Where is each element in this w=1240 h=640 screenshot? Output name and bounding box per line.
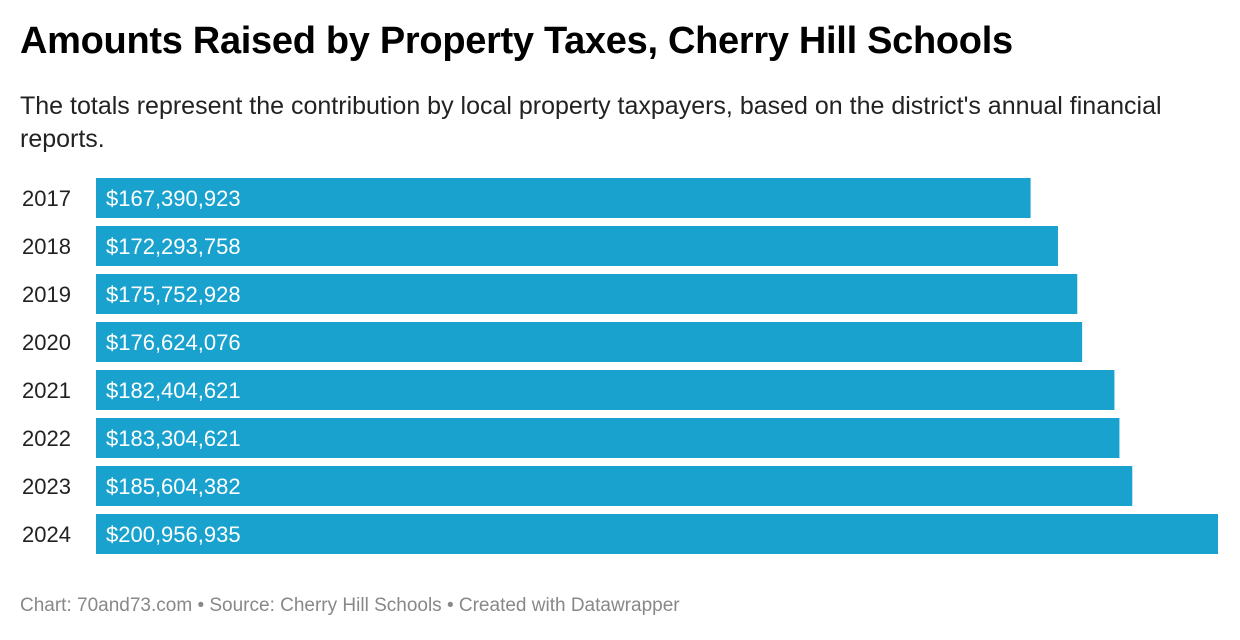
category-label: 2018 (22, 234, 71, 259)
bar-2023 (96, 466, 1133, 506)
value-label: $175,752,928 (106, 282, 241, 307)
value-label: $182,404,621 (106, 378, 241, 403)
category-label: 2020 (22, 330, 71, 355)
category-label: 2022 (22, 426, 71, 451)
category-label: 2019 (22, 282, 71, 307)
bar-2020 (96, 322, 1083, 362)
chart-footer: Chart: 70and73.com • Source: Cherry Hill… (20, 595, 680, 616)
category-label: 2024 (22, 522, 71, 547)
bar-chart: 2017 $167,390,923 2018 $172,293,758 2019 $175… (22, 178, 1218, 554)
value-label: $167,390,923 (106, 186, 241, 211)
value-label: $200,956,935 (106, 522, 241, 547)
value-label: $172,293,758 (106, 234, 241, 259)
value-label: $176,624,076 (106, 330, 241, 355)
bar-2017 (96, 178, 1031, 218)
bar-2022 (96, 418, 1120, 458)
bar-2021 (96, 370, 1115, 410)
bar-2018 (96, 226, 1058, 266)
bar-2019 (96, 274, 1078, 314)
bar-2024 (96, 514, 1218, 554)
value-label: $185,604,382 (106, 474, 241, 499)
category-label: 2017 (22, 186, 71, 211)
chart-subtitle: The totals represent the contribution by… (20, 92, 1162, 153)
value-label: $183,304,621 (106, 426, 241, 451)
chart-title: Amounts Raised by Property Taxes, Cherry… (20, 20, 1013, 62)
category-label: 2023 (22, 474, 71, 499)
category-label: 2021 (22, 378, 71, 403)
